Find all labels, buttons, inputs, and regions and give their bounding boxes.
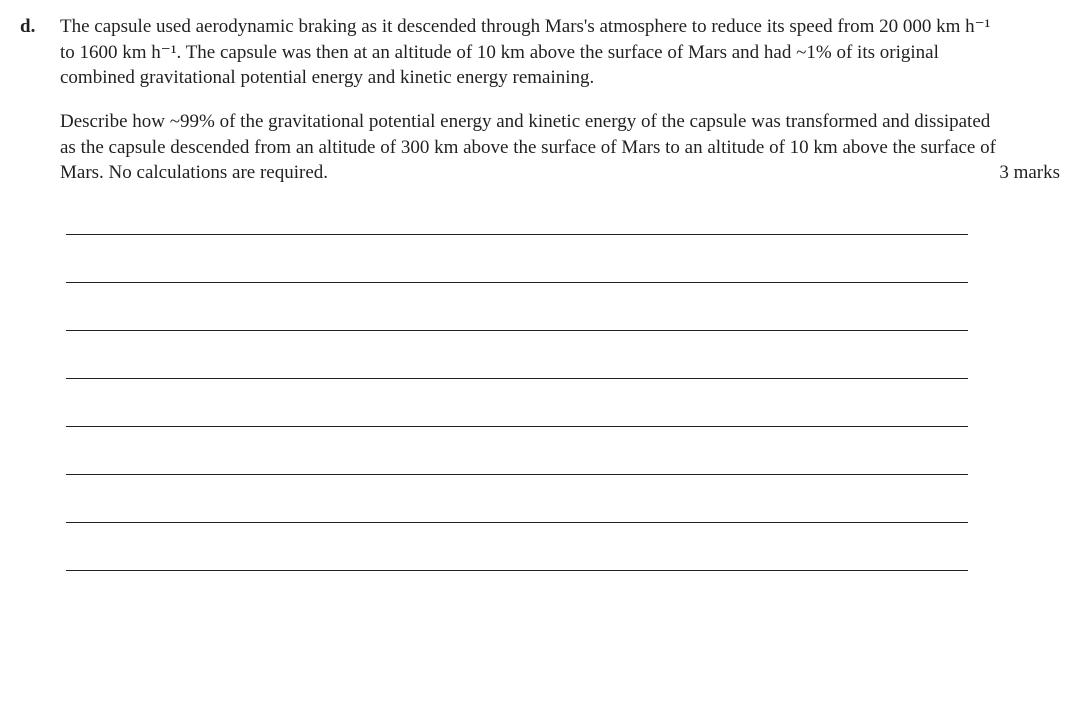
answer-line xyxy=(66,330,968,331)
answer-line xyxy=(66,234,968,235)
answer-line xyxy=(66,282,968,283)
answer-line xyxy=(66,522,968,523)
question-body: The capsule used aerodynamic braking as … xyxy=(60,14,1060,571)
exam-page: d. The capsule used aerodynamic braking … xyxy=(0,0,1080,571)
answer-line xyxy=(66,570,968,571)
question-paragraph-1: The capsule used aerodynamic braking as … xyxy=(60,14,1000,91)
question-para2-wrap: Describe how ~99% of the gravitational p… xyxy=(60,109,1060,186)
answer-line xyxy=(66,378,968,379)
question-paragraph-2: Describe how ~99% of the gravitational p… xyxy=(60,109,1000,186)
question-marks: 3 marks xyxy=(999,160,1060,186)
answer-lines-area xyxy=(60,234,1060,571)
answer-line xyxy=(66,474,968,475)
question-row: d. The capsule used aerodynamic braking … xyxy=(20,14,1060,571)
question-label: d. xyxy=(20,14,60,571)
answer-line xyxy=(66,426,968,427)
